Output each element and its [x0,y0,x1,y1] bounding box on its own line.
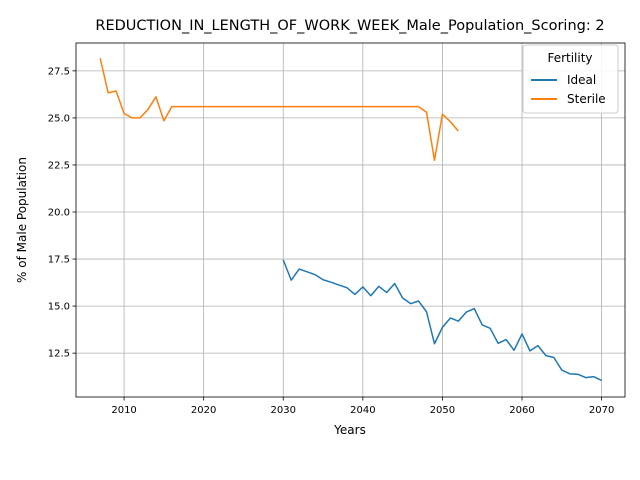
series-layer [99,58,602,382]
y-tick-label: 15.0 [48,302,70,313]
x-tick-label: 2050 [430,405,455,416]
x-tick-label: 2020 [191,405,216,416]
grid [76,43,625,397]
x-tick-label: 2010 [111,405,136,416]
series-line-sterile [99,58,459,161]
axis-ticks: 2010 2020 2030 2040 2050 2060 2070 12.5 15.0 17.5… [48,66,615,416]
y-axis-label: % of Male Population [15,157,29,283]
legend-label-sterile: Sterile [567,92,606,106]
legend-label-ideal: Ideal [567,73,596,87]
plot-frame [75,42,626,398]
y-tick-label: 25.0 [48,113,70,124]
y-tick-label: 20.0 [48,208,70,219]
x-tick-label: 2040 [350,405,375,416]
series-line-ideal [282,259,602,382]
y-tick-label: 12.5 [48,349,70,360]
x-axis-label: Years [333,423,366,437]
y-tick-label: 27.5 [48,66,70,77]
legend-box [522,44,619,114]
legend-title: Fertility [547,51,592,65]
x-tick-label: 2060 [509,405,534,416]
x-tick-label: 2070 [589,405,614,416]
y-tick-label: 17.5 [48,255,70,266]
chart-title: REDUCTION_IN_LENGTH_OF_WORK_WEEK_Male_Po… [95,18,604,34]
y-tick-label: 22.5 [48,160,70,171]
x-tick-label: 2030 [271,405,296,416]
legend: Fertility Ideal Sterile [522,44,619,114]
